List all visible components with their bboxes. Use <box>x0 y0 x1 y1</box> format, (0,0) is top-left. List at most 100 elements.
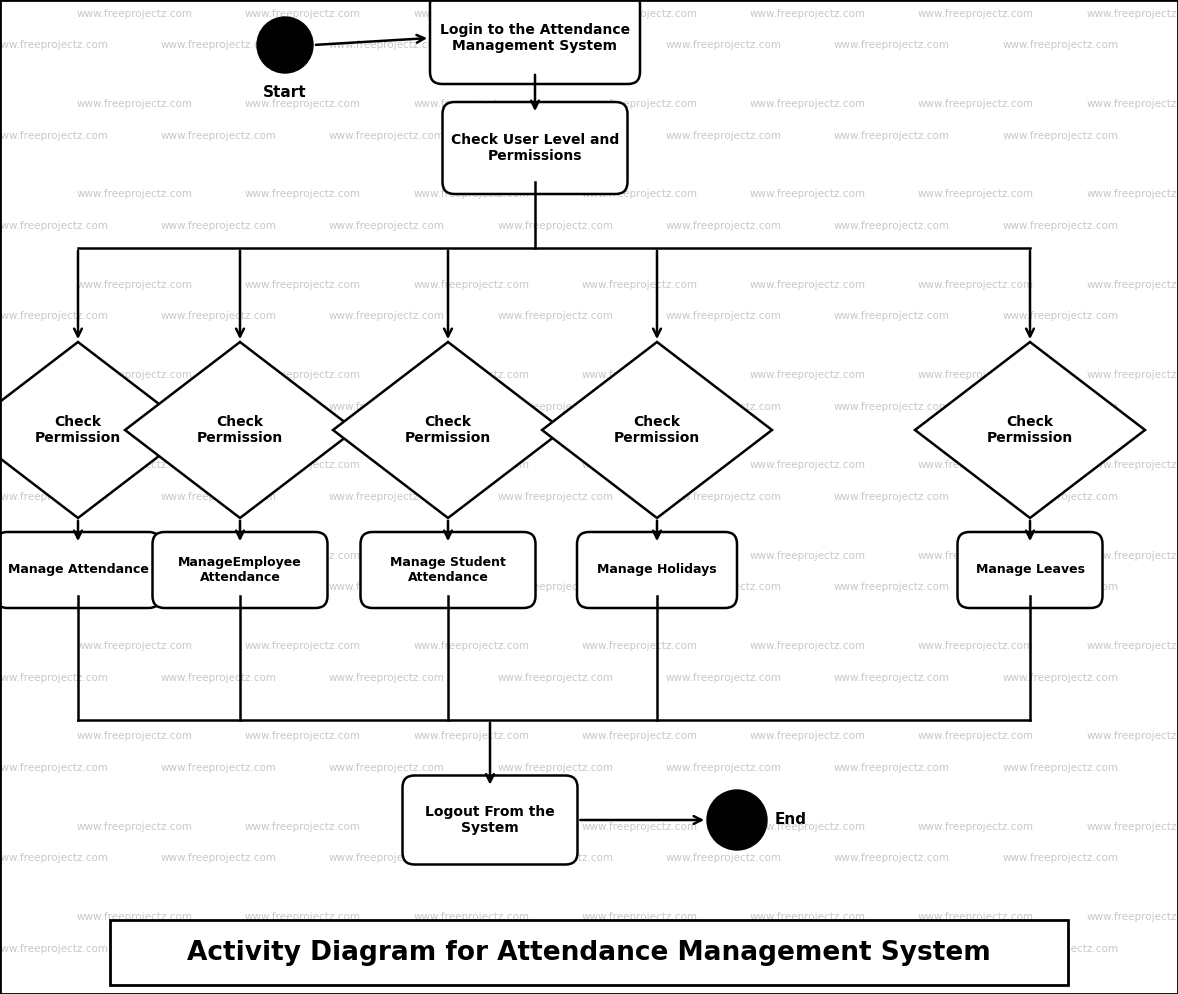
Text: www.freeprojectz.com: www.freeprojectz.com <box>1086 732 1178 742</box>
Text: www.freeprojectz.com: www.freeprojectz.com <box>329 763 445 773</box>
Text: www.freeprojectz.com: www.freeprojectz.com <box>329 854 445 864</box>
Text: Check
Permission: Check Permission <box>197 414 283 445</box>
Text: www.freeprojectz.com: www.freeprojectz.com <box>160 582 277 592</box>
Text: www.freeprojectz.com: www.freeprojectz.com <box>1002 763 1118 773</box>
Text: www.freeprojectz.com: www.freeprojectz.com <box>666 492 782 502</box>
Text: www.freeprojectz.com: www.freeprojectz.com <box>245 370 360 380</box>
Text: www.freeprojectz.com: www.freeprojectz.com <box>329 673 445 683</box>
Text: Login to the Attendance
Management System: Login to the Attendance Management Syste… <box>439 23 630 53</box>
Text: www.freeprojectz.com: www.freeprojectz.com <box>77 912 193 922</box>
Text: www.freeprojectz.com: www.freeprojectz.com <box>329 130 445 140</box>
Text: www.freeprojectz.com: www.freeprojectz.com <box>1086 99 1178 109</box>
Text: www.freeprojectz.com: www.freeprojectz.com <box>0 311 108 321</box>
Text: Manage Holidays: Manage Holidays <box>597 564 716 577</box>
FancyBboxPatch shape <box>152 532 327 608</box>
Text: www.freeprojectz.com: www.freeprojectz.com <box>918 189 1034 199</box>
Text: www.freeprojectz.com: www.freeprojectz.com <box>749 9 866 19</box>
Text: www.freeprojectz.com: www.freeprojectz.com <box>245 99 360 109</box>
Text: www.freeprojectz.com: www.freeprojectz.com <box>1086 460 1178 470</box>
Text: www.freeprojectz.com: www.freeprojectz.com <box>918 912 1034 922</box>
Text: www.freeprojectz.com: www.freeprojectz.com <box>413 279 529 289</box>
Text: www.freeprojectz.com: www.freeprojectz.com <box>0 492 108 502</box>
Text: www.freeprojectz.com: www.freeprojectz.com <box>160 763 277 773</box>
Text: Manage Leaves: Manage Leaves <box>975 564 1085 577</box>
Text: www.freeprojectz.com: www.freeprojectz.com <box>245 732 360 742</box>
Text: www.freeprojectz.com: www.freeprojectz.com <box>0 130 108 140</box>
FancyBboxPatch shape <box>577 532 737 608</box>
Text: www.freeprojectz.com: www.freeprojectz.com <box>582 460 697 470</box>
Text: www.freeprojectz.com: www.freeprojectz.com <box>413 912 529 922</box>
Text: www.freeprojectz.com: www.freeprojectz.com <box>1002 221 1118 231</box>
Text: www.freeprojectz.com: www.freeprojectz.com <box>666 854 782 864</box>
Text: www.freeprojectz.com: www.freeprojectz.com <box>749 641 866 651</box>
Text: www.freeprojectz.com: www.freeprojectz.com <box>0 944 108 954</box>
Text: www.freeprojectz.com: www.freeprojectz.com <box>834 582 949 592</box>
Text: www.freeprojectz.com: www.freeprojectz.com <box>918 822 1034 832</box>
Text: www.freeprojectz.com: www.freeprojectz.com <box>666 673 782 683</box>
Text: www.freeprojectz.com: www.freeprojectz.com <box>582 9 697 19</box>
Text: www.freeprojectz.com: www.freeprojectz.com <box>329 944 445 954</box>
Text: www.freeprojectz.com: www.freeprojectz.com <box>413 822 529 832</box>
Text: www.freeprojectz.com: www.freeprojectz.com <box>834 854 949 864</box>
Text: www.freeprojectz.com: www.freeprojectz.com <box>77 641 193 651</box>
Text: www.freeprojectz.com: www.freeprojectz.com <box>160 944 277 954</box>
Text: www.freeprojectz.com: www.freeprojectz.com <box>582 370 697 380</box>
Text: www.freeprojectz.com: www.freeprojectz.com <box>1086 641 1178 651</box>
Text: www.freeprojectz.com: www.freeprojectz.com <box>413 189 529 199</box>
Text: Manage Attendance: Manage Attendance <box>7 564 148 577</box>
FancyBboxPatch shape <box>958 532 1103 608</box>
Text: www.freeprojectz.com: www.freeprojectz.com <box>1086 912 1178 922</box>
FancyBboxPatch shape <box>360 532 536 608</box>
Circle shape <box>257 17 313 73</box>
Polygon shape <box>125 342 355 518</box>
Text: www.freeprojectz.com: www.freeprojectz.com <box>413 99 529 109</box>
Text: www.freeprojectz.com: www.freeprojectz.com <box>1086 370 1178 380</box>
FancyBboxPatch shape <box>430 0 640 84</box>
Text: www.freeprojectz.com: www.freeprojectz.com <box>245 279 360 289</box>
Text: www.freeprojectz.com: www.freeprojectz.com <box>1002 854 1118 864</box>
Polygon shape <box>110 920 1068 985</box>
Text: www.freeprojectz.com: www.freeprojectz.com <box>497 311 614 321</box>
Text: www.freeprojectz.com: www.freeprojectz.com <box>834 311 949 321</box>
Text: www.freeprojectz.com: www.freeprojectz.com <box>1002 311 1118 321</box>
Text: www.freeprojectz.com: www.freeprojectz.com <box>413 370 529 380</box>
Polygon shape <box>333 342 563 518</box>
Text: www.freeprojectz.com: www.freeprojectz.com <box>749 551 866 561</box>
Text: www.freeprojectz.com: www.freeprojectz.com <box>497 492 614 502</box>
Text: www.freeprojectz.com: www.freeprojectz.com <box>497 944 614 954</box>
Text: www.freeprojectz.com: www.freeprojectz.com <box>918 99 1034 109</box>
Text: www.freeprojectz.com: www.freeprojectz.com <box>0 402 108 412</box>
Text: www.freeprojectz.com: www.freeprojectz.com <box>497 582 614 592</box>
Text: www.freeprojectz.com: www.freeprojectz.com <box>918 641 1034 651</box>
Text: www.freeprojectz.com: www.freeprojectz.com <box>666 40 782 50</box>
Text: www.freeprojectz.com: www.freeprojectz.com <box>834 944 949 954</box>
Text: www.freeprojectz.com: www.freeprojectz.com <box>329 311 445 321</box>
Circle shape <box>707 790 767 850</box>
Text: www.freeprojectz.com: www.freeprojectz.com <box>497 221 614 231</box>
Text: www.freeprojectz.com: www.freeprojectz.com <box>834 40 949 50</box>
Text: www.freeprojectz.com: www.freeprojectz.com <box>497 40 614 50</box>
Polygon shape <box>915 342 1145 518</box>
Text: www.freeprojectz.com: www.freeprojectz.com <box>1002 402 1118 412</box>
Text: Check
Permission: Check Permission <box>405 414 491 445</box>
Text: www.freeprojectz.com: www.freeprojectz.com <box>1086 9 1178 19</box>
Text: www.freeprojectz.com: www.freeprojectz.com <box>245 9 360 19</box>
Text: www.freeprojectz.com: www.freeprojectz.com <box>497 402 614 412</box>
Text: www.freeprojectz.com: www.freeprojectz.com <box>77 9 193 19</box>
Text: www.freeprojectz.com: www.freeprojectz.com <box>0 763 108 773</box>
Text: www.freeprojectz.com: www.freeprojectz.com <box>413 9 529 19</box>
Text: www.freeprojectz.com: www.freeprojectz.com <box>0 582 108 592</box>
Text: www.freeprojectz.com: www.freeprojectz.com <box>77 279 193 289</box>
Text: www.freeprojectz.com: www.freeprojectz.com <box>0 673 108 683</box>
Text: www.freeprojectz.com: www.freeprojectz.com <box>329 40 445 50</box>
Text: www.freeprojectz.com: www.freeprojectz.com <box>413 460 529 470</box>
Text: www.freeprojectz.com: www.freeprojectz.com <box>918 279 1034 289</box>
Text: www.freeprojectz.com: www.freeprojectz.com <box>160 311 277 321</box>
FancyBboxPatch shape <box>443 102 628 194</box>
Text: Check User Level and
Permissions: Check User Level and Permissions <box>451 133 620 163</box>
Text: www.freeprojectz.com: www.freeprojectz.com <box>582 912 697 922</box>
Text: www.freeprojectz.com: www.freeprojectz.com <box>582 822 697 832</box>
Text: www.freeprojectz.com: www.freeprojectz.com <box>749 912 866 922</box>
Text: www.freeprojectz.com: www.freeprojectz.com <box>834 763 949 773</box>
Text: www.freeprojectz.com: www.freeprojectz.com <box>160 40 277 50</box>
